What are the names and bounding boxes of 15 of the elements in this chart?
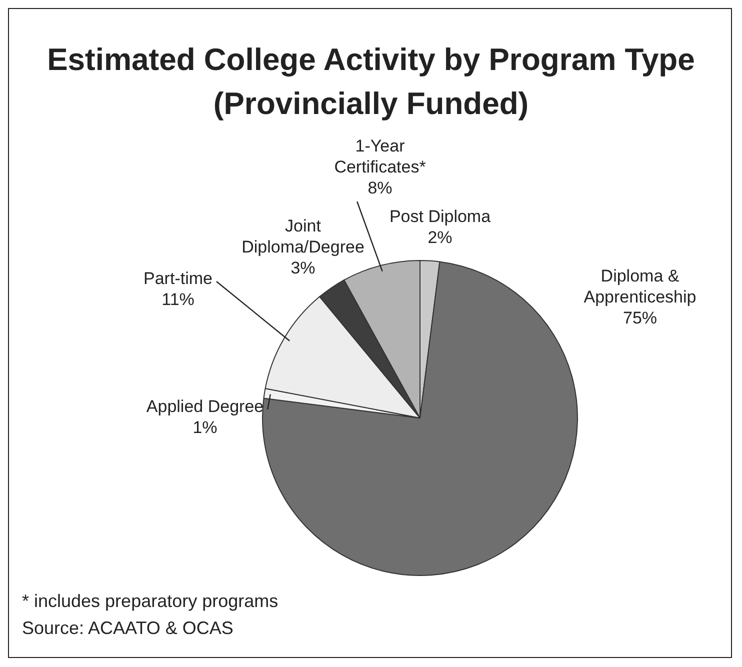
data-label: 75% bbox=[622, 308, 658, 328]
data-label: 1% bbox=[192, 418, 218, 438]
slice-label: Joint Diploma/Degree bbox=[242, 216, 364, 257]
data-label: 8% bbox=[368, 178, 392, 198]
slice-label: Part-time bbox=[144, 269, 212, 288]
slice-label: Applied Degree bbox=[146, 397, 264, 416]
slice-label: Post Diploma bbox=[389, 207, 492, 226]
text: * includes preparatory programs bbox=[22, 590, 278, 613]
data-label: 3% bbox=[290, 258, 316, 278]
source-note: Source: ACAATO & OCAS bbox=[22, 617, 234, 640]
data-label: 2% bbox=[428, 228, 452, 248]
slice-label: Diploma & Apprenticeship bbox=[584, 266, 696, 307]
chart-title: Estimated College Activity by Program Type (Provincially Funded) bbox=[46, 41, 696, 123]
slice-label: 1-Year Certificates* bbox=[334, 136, 426, 177]
data-label: 11% bbox=[162, 290, 194, 310]
